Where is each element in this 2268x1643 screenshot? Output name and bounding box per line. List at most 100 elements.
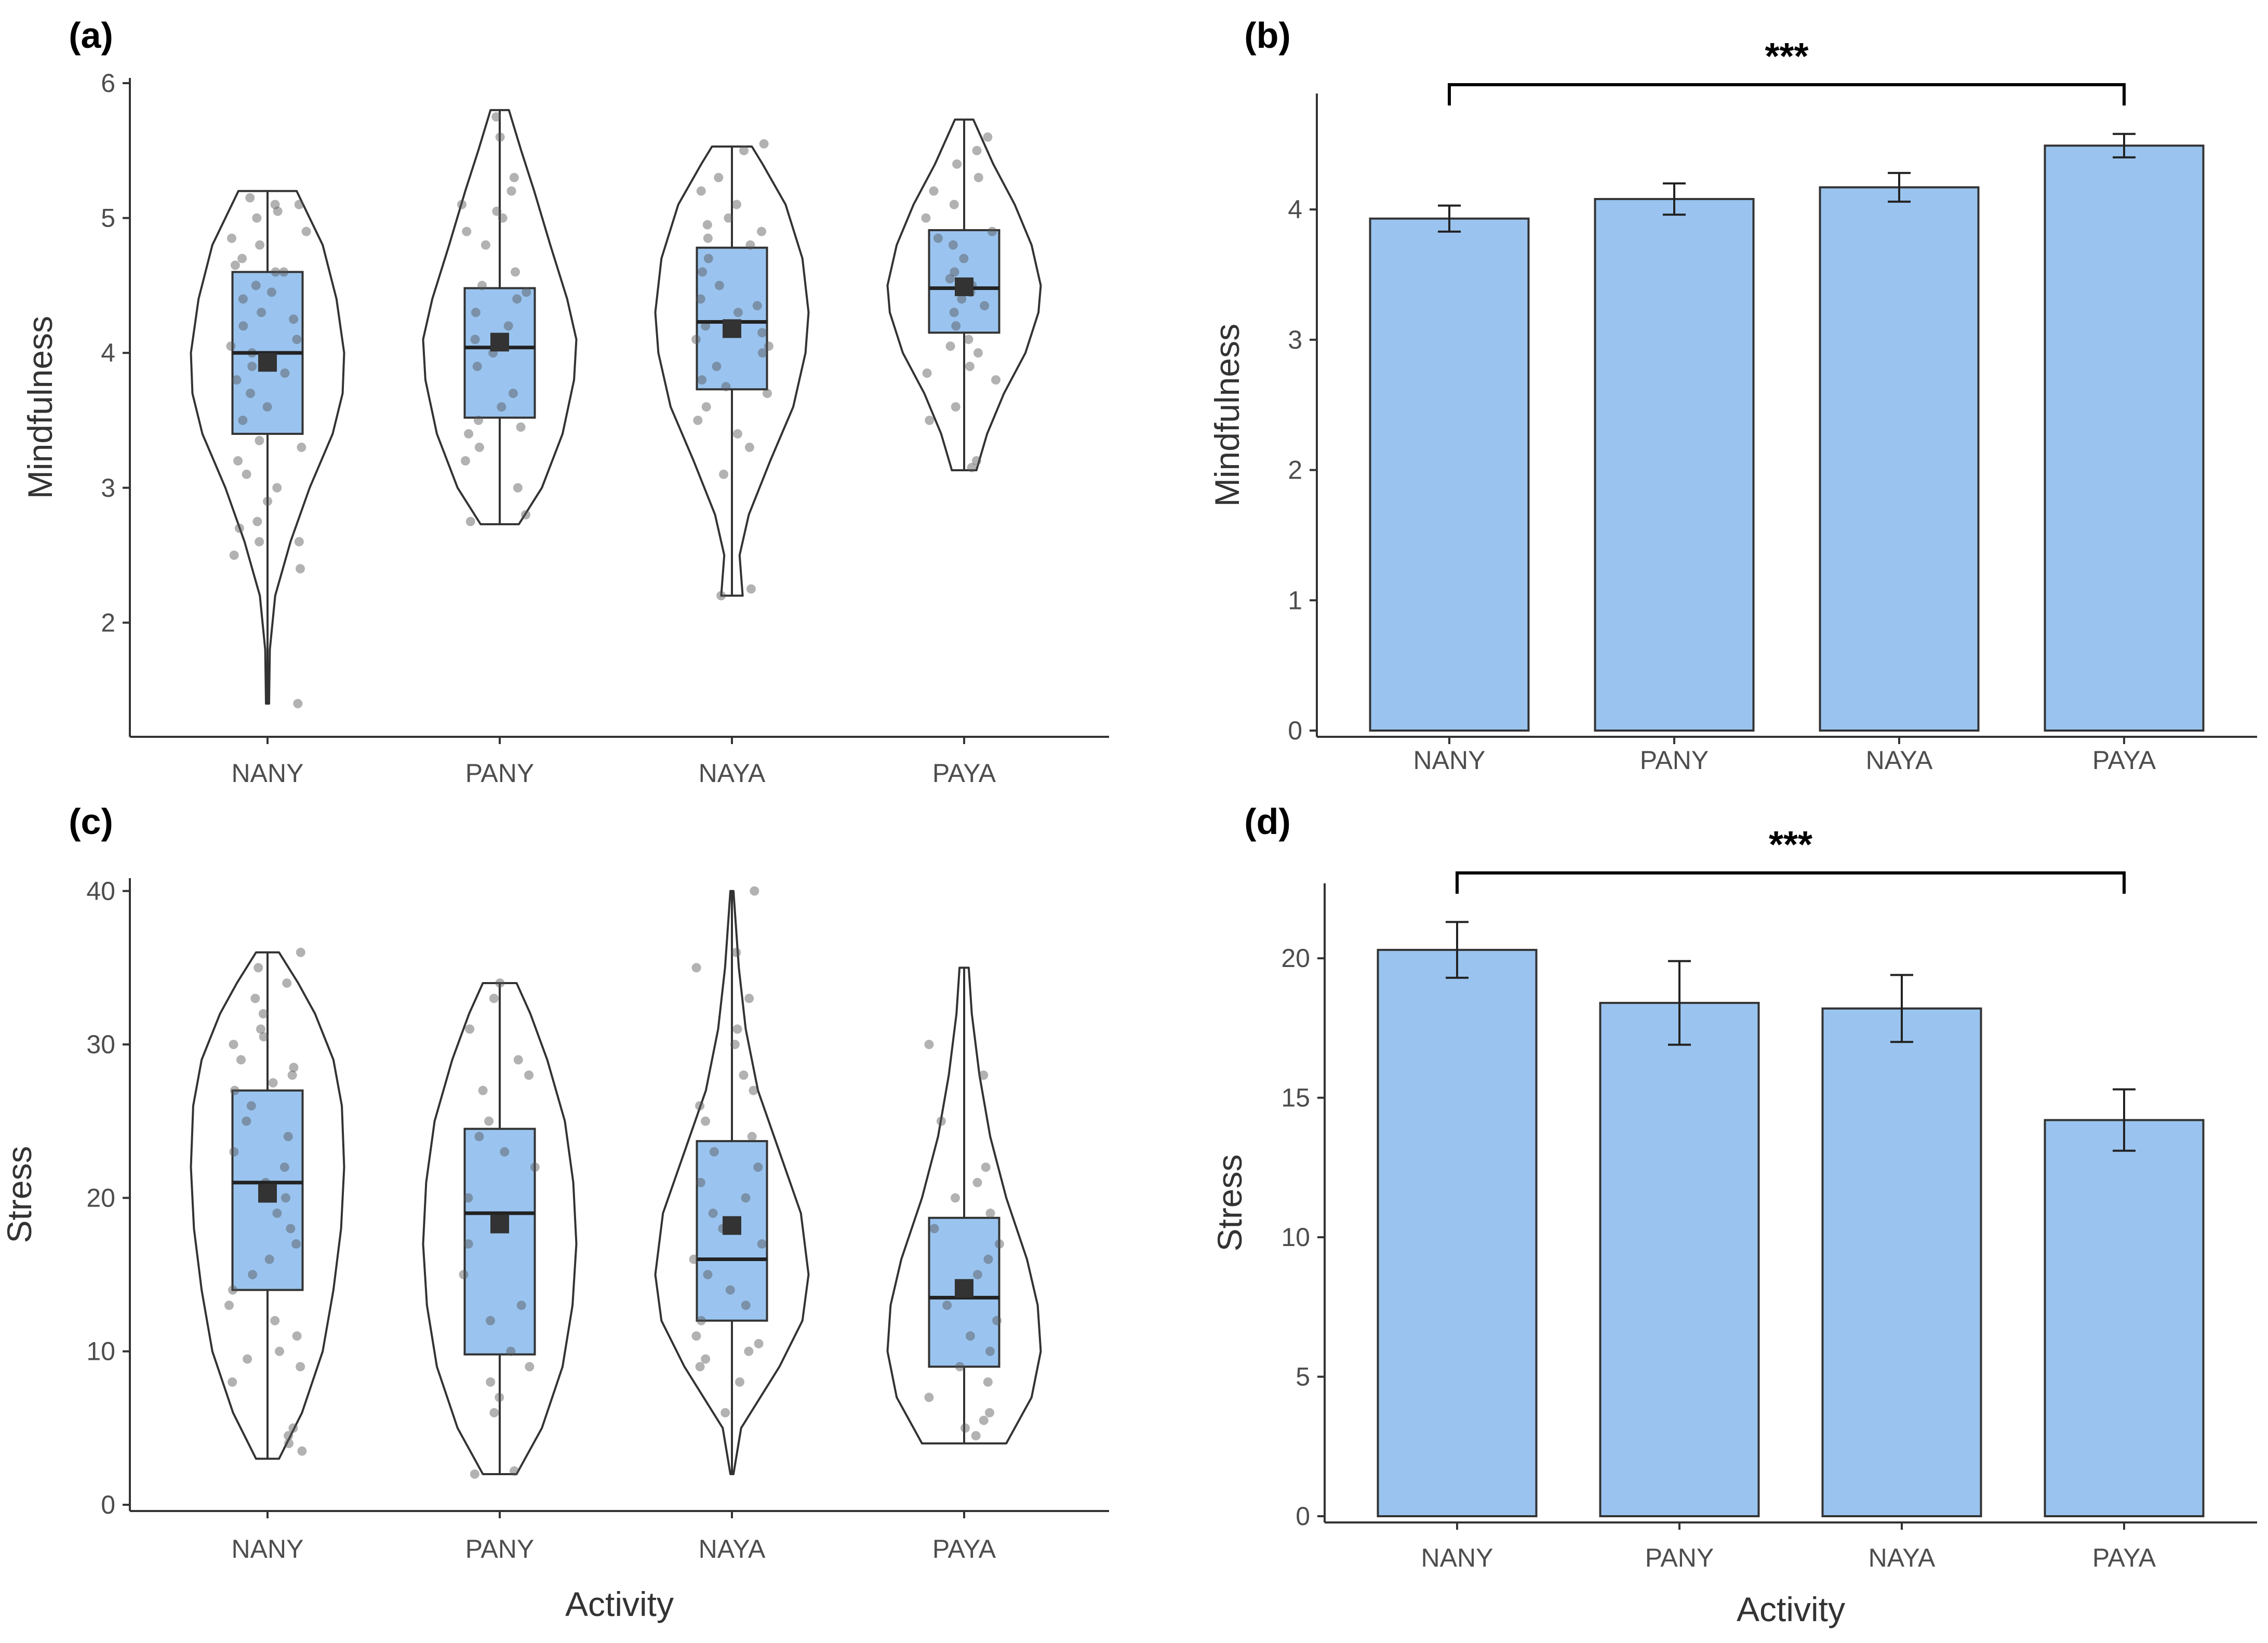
data-point: [245, 193, 255, 203]
data-point: [757, 227, 767, 236]
y-tick-label: 6: [101, 69, 115, 98]
bar-group-pany: [1599, 960, 1760, 1517]
data-point: [234, 523, 244, 533]
data-point: [279, 1162, 289, 1172]
mean-marker-pany: [490, 333, 509, 352]
y-tick-label: 5: [101, 204, 115, 233]
y-tick-label: 0: [1296, 1502, 1310, 1531]
data-point: [294, 537, 304, 547]
data-point: [512, 294, 522, 304]
data-point: [979, 1415, 989, 1425]
panel-a-violin-mindfulness: (a) 2 3 4 5 6 NANY PANY NAYA PAYA Mindfulness: [21, 15, 1109, 788]
data-point: [984, 1408, 994, 1417]
data-point: [936, 1116, 946, 1126]
data-point: [739, 145, 749, 155]
data-point: [950, 267, 959, 277]
data-point: [229, 1040, 238, 1050]
y-tick-label: 4: [101, 338, 115, 367]
panel-label: (c): [69, 801, 113, 842]
significance-bracket: [1456, 871, 2126, 894]
data-point: [719, 469, 729, 479]
box-pany: [463, 1128, 536, 1356]
y-tick-label: 20: [86, 1183, 115, 1212]
data-point: [985, 1346, 995, 1356]
y-tick-label: 15: [1281, 1083, 1310, 1112]
mean-marker-nany: [258, 1184, 277, 1203]
y-tick-label: 40: [86, 877, 115, 906]
data-point: [255, 435, 264, 445]
data-point: [243, 1354, 252, 1364]
data-point: [764, 341, 773, 351]
data-point: [226, 341, 236, 351]
bar-naya: [1819, 186, 1980, 732]
violin-group-naya: [654, 886, 810, 1475]
data-point: [967, 462, 977, 472]
violin-group-nany: [190, 947, 345, 1460]
data-point: [724, 213, 733, 223]
data-point: [259, 1032, 269, 1042]
data-point: [759, 139, 769, 149]
x-tick-label-paya: PAYA: [2092, 746, 2156, 775]
data-point: [229, 550, 239, 560]
data-point: [721, 1408, 730, 1417]
data-point: [708, 1208, 718, 1218]
data-point: [491, 112, 501, 122]
data-point: [227, 233, 237, 243]
x-tick-label-pany: PANY: [1645, 1543, 1714, 1572]
mean-marker-naya: [723, 1216, 741, 1235]
data-point: [282, 978, 292, 988]
data-point: [945, 341, 955, 351]
data-point: [924, 1040, 934, 1050]
data-point: [695, 1362, 705, 1372]
data-point: [522, 287, 531, 297]
data-point: [960, 1423, 970, 1433]
data-point: [242, 469, 251, 479]
data-point: [500, 1147, 510, 1157]
data-point: [464, 429, 474, 439]
y-axis-title: Stress: [1210, 1154, 1249, 1251]
data-point: [295, 564, 305, 574]
data-point: [922, 368, 932, 378]
data-point: [474, 442, 484, 452]
data-point: [238, 415, 248, 425]
y-tick-label: 30: [86, 1030, 115, 1059]
data-point: [744, 1346, 754, 1356]
y-tick-label: 10: [1281, 1223, 1310, 1252]
data-point: [712, 362, 722, 372]
data-point: [508, 389, 518, 399]
data-point: [296, 1362, 305, 1372]
data-point: [286, 1224, 296, 1234]
y-tick-label: 3: [1288, 325, 1302, 354]
data-point: [284, 1431, 293, 1441]
data-point: [750, 886, 759, 896]
y-axis-title: Mindfulness: [1208, 324, 1246, 507]
data-point: [474, 415, 484, 425]
data-point: [752, 301, 762, 311]
data-point: [486, 1377, 496, 1387]
data-point: [498, 213, 508, 223]
x-tick-label-paya: PAYA: [932, 759, 996, 788]
y-tick-label: 1: [1288, 586, 1302, 615]
data-point: [459, 1270, 469, 1280]
data-point: [973, 173, 983, 182]
data-point: [292, 335, 302, 344]
bar-naya: [1821, 1007, 1982, 1517]
violin-group-naya: [654, 139, 810, 601]
mean-marker-pany: [490, 1214, 509, 1234]
data-point: [275, 1346, 285, 1356]
bar-paya: [2044, 144, 2205, 732]
data-point: [477, 281, 487, 290]
data-point: [257, 308, 266, 317]
data-point: [697, 375, 707, 385]
data-point: [242, 1116, 251, 1126]
y-tick-label: 20: [1281, 944, 1310, 973]
x-tick-label-naya: NAYA: [699, 1534, 766, 1564]
bar-nany: [1369, 217, 1530, 732]
data-point: [757, 348, 767, 358]
data-point: [460, 456, 470, 466]
data-point: [945, 274, 955, 284]
data-point: [238, 294, 248, 304]
panel-d-bar-stress: (d) 0 5 10 15 20 NANY PANY NAYA PAYA Stress Activit…: [1210, 801, 2257, 1628]
data-point: [933, 233, 943, 243]
data-point: [942, 1301, 952, 1310]
